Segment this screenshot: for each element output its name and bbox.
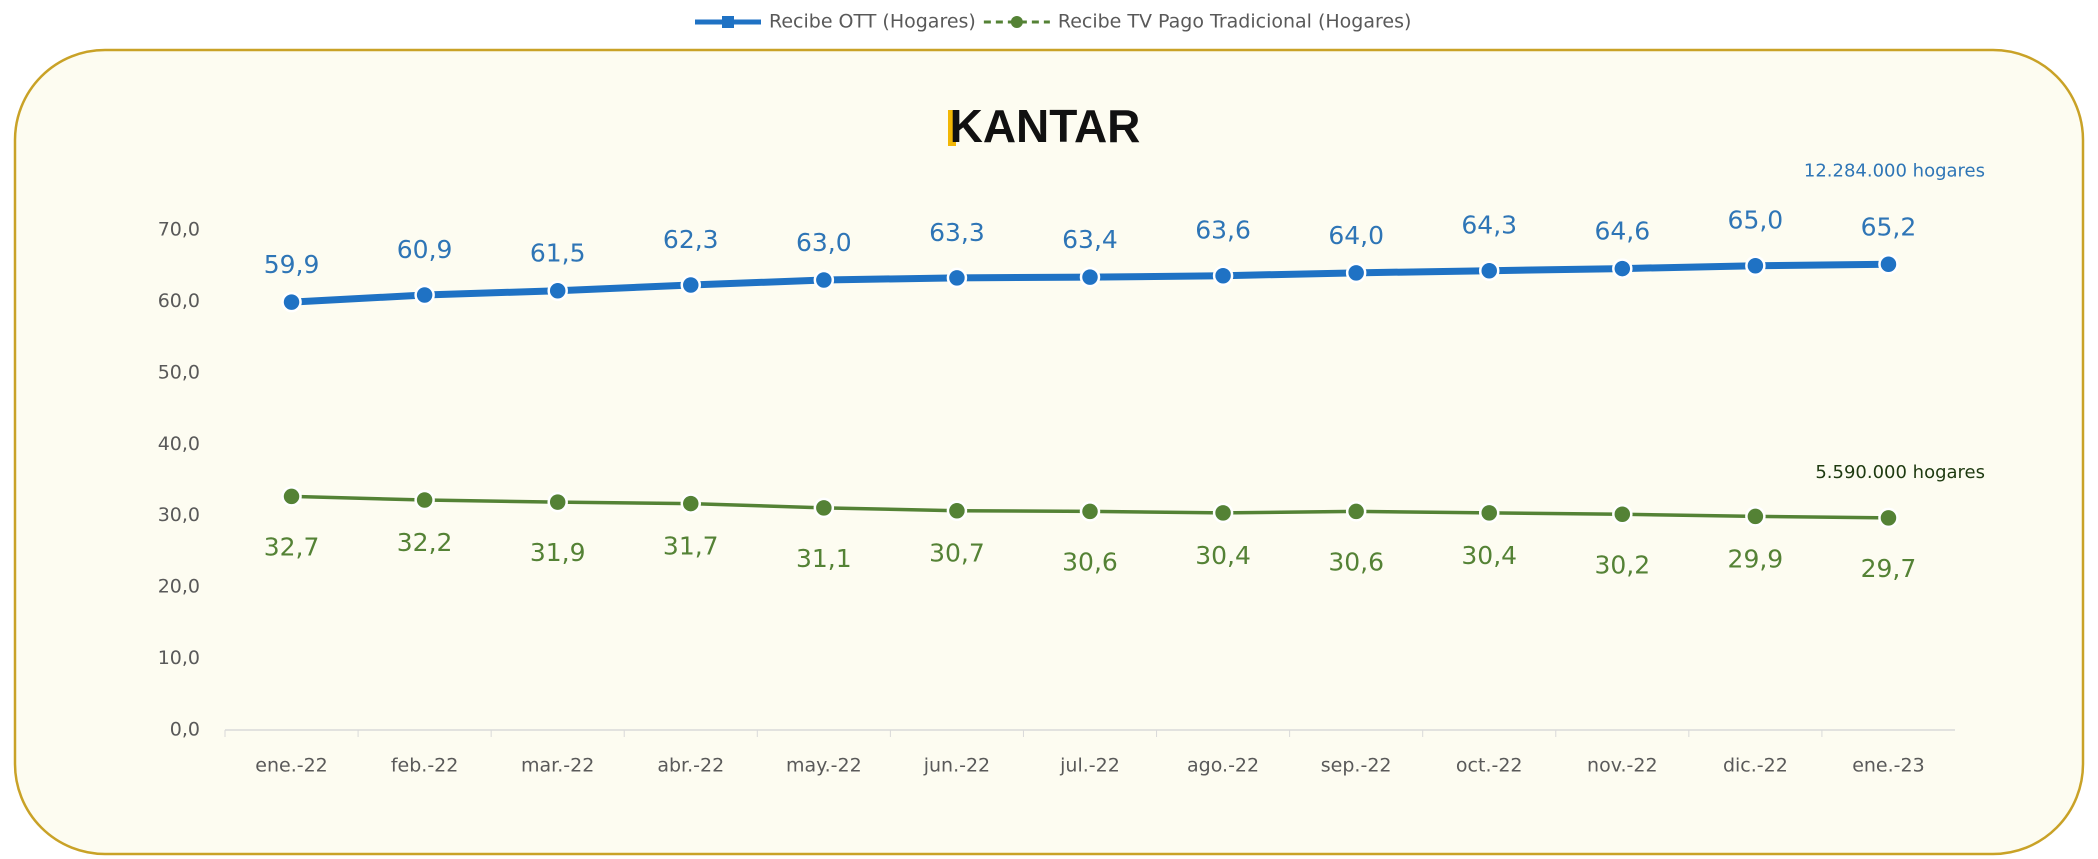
x-tick-label: mar.-22 [521,755,594,777]
data-label: 29,9 [1728,544,1784,573]
data-label: 65,2 [1861,212,1917,241]
point [1878,254,1899,275]
data-label: 32,7 [264,532,320,561]
point [680,274,702,296]
y-tick-label: 10,0 [158,647,200,669]
point [1745,255,1766,276]
point [1079,266,1101,288]
data-label: 30,4 [1195,541,1251,570]
data-label: 30,6 [1328,547,1384,576]
point [1612,258,1633,279]
point [1878,507,1899,529]
data-label: 59,9 [264,250,320,279]
data-label: 63,3 [929,218,985,247]
point [281,291,302,313]
point [1212,265,1234,286]
data-label: 30,4 [1461,541,1517,570]
point [1212,502,1234,524]
data-label: 63,0 [796,228,852,257]
point [547,491,568,513]
x-tick-label: ene.-22 [255,755,328,777]
point [1745,506,1766,527]
data-label: 31,7 [663,532,719,561]
point [680,493,702,514]
legend-label: Recibe OTT (Hogares) [769,11,976,33]
brand-logo: KANTAR [950,100,1141,152]
point [1345,501,1367,522]
chart-frame [13,48,2085,856]
x-tick-label: sep.-22 [1321,755,1392,777]
data-label: 31,9 [530,538,586,567]
x-tick-label: dic.-22 [1723,755,1788,777]
x-tick-label: oct.-22 [1456,755,1523,777]
data-label: 30,2 [1594,550,1650,579]
data-label: 29,7 [1861,554,1917,583]
y-tick-label: 30,0 [158,504,200,526]
data-label: 63,4 [1062,225,1118,254]
x-tick-label: abr.-22 [657,755,724,777]
point [414,489,435,511]
y-tick-label: 60,0 [158,290,200,312]
data-label: 61,5 [530,239,586,268]
data-label: 63,6 [1195,216,1251,245]
logo-accent [948,110,956,146]
data-label: 60,9 [397,235,453,264]
point [813,269,835,291]
x-tick-label: jul.-22 [1059,755,1120,777]
x-tick-label: ene.-23 [1852,755,1925,777]
y-tick-label: 0,0 [170,719,200,741]
point [813,497,835,519]
point [414,284,435,306]
series-annotation: 5.590.000 hogares [1815,462,1985,483]
data-label: 62,3 [663,225,719,254]
legend-marker [1010,16,1023,28]
data-label: 32,2 [397,528,453,557]
point [1345,262,1367,284]
point [1612,504,1633,525]
point [1478,260,1500,281]
legend-label: Recibe TV Pago Tradicional (Hogares) [1058,11,1412,33]
x-tick-label: jun.-22 [923,755,990,777]
point [946,267,968,289]
point [281,486,302,507]
series-annotation: 12.284.000 hogares [1804,160,1985,181]
legend-marker [722,16,734,28]
data-label: 64,3 [1461,211,1517,240]
y-tick-label: 40,0 [158,433,200,455]
point [1478,502,1500,524]
data-label: 31,1 [796,544,852,573]
y-tick-label: 50,0 [158,361,200,383]
data-label: 65,0 [1728,206,1784,235]
x-tick-label: nov.-22 [1587,755,1658,777]
data-label: 30,6 [1062,547,1118,576]
data-label: 30,7 [929,539,985,568]
x-tick-label: ago.-22 [1187,755,1259,777]
point [547,280,568,301]
data-label: 64,6 [1594,217,1650,246]
point [1079,501,1101,522]
x-tick-label: may.-22 [786,755,862,777]
point [946,500,968,521]
x-tick-label: feb.-22 [391,755,459,777]
y-tick-label: 70,0 [158,219,200,241]
y-tick-label: 20,0 [158,576,200,598]
data-label: 64,0 [1328,221,1384,250]
